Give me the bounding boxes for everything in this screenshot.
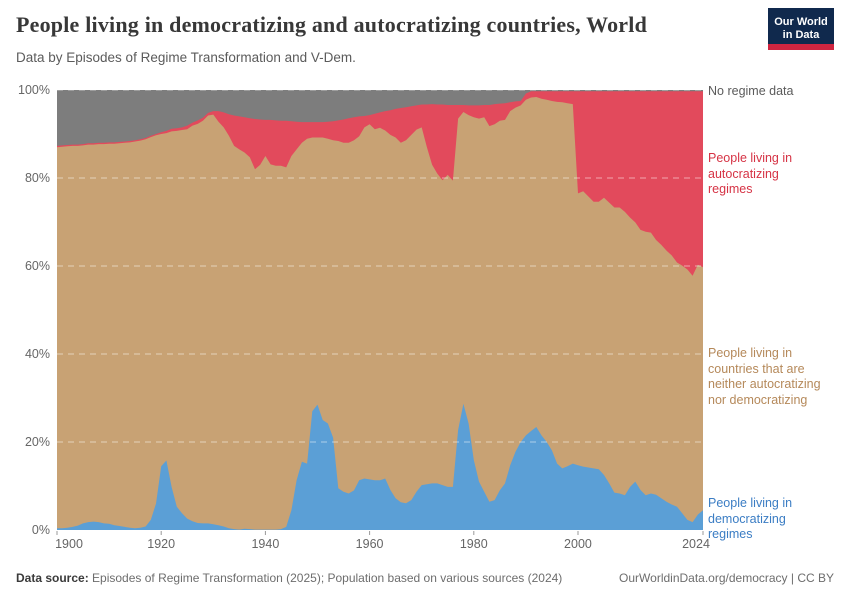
x-axis-label-1940: 1940 (251, 537, 280, 551)
x-axis-label-1920: 1920 (147, 537, 176, 551)
y-axis-label-0: 0% (31, 523, 50, 537)
y-axis-label-20: 20% (24, 435, 50, 449)
data-source-label: Data source: (16, 571, 89, 585)
series-label-people-living-in: People living in autocratizing regimes (708, 151, 793, 196)
series-label-no-regime-data: No regime data (708, 84, 794, 98)
chart-subtitle: Data by Episodes of Regime Transformatio… (16, 50, 356, 65)
y-axis-label-60: 60% (24, 259, 50, 273)
x-axis-label-2000: 2000 (564, 537, 592, 551)
footer-link-license[interactable]: OurWorldinData.org/democracy | CC BY (619, 571, 834, 585)
logo-red-bar (768, 44, 834, 50)
x-axis-label-1900: 1900 (55, 537, 83, 551)
y-axis-label-80: 80% (24, 171, 50, 185)
data-source-note: Data source: Episodes of Regime Transfor… (16, 571, 562, 585)
data-source-text: Episodes of Regime Transformation (2025)… (88, 571, 563, 585)
series-label-people-living-in: People living in countries that are neit… (708, 346, 821, 407)
y-axis-label-100: 100% (18, 83, 50, 97)
series-label-people-living-in: People living in democratizing regimes (708, 496, 793, 541)
x-axis-label-2024: 2024 (682, 537, 710, 551)
page-title: People living in democratizing and autoc… (16, 12, 648, 37)
chart-footer: Data source: Episodes of Regime Transfor… (16, 571, 834, 585)
x-axis-label-1960: 1960 (355, 537, 384, 551)
area-people-living-in[interactable] (57, 97, 703, 530)
y-axis-label-40: 40% (24, 347, 50, 361)
logo-line-1: Our World (774, 16, 828, 28)
logo-line-2: in Data (782, 29, 820, 41)
x-axis-label-1980: 1980 (459, 537, 488, 551)
area-people-living-in[interactable] (57, 403, 703, 530)
owid-logo: Our World in Data (768, 8, 834, 50)
